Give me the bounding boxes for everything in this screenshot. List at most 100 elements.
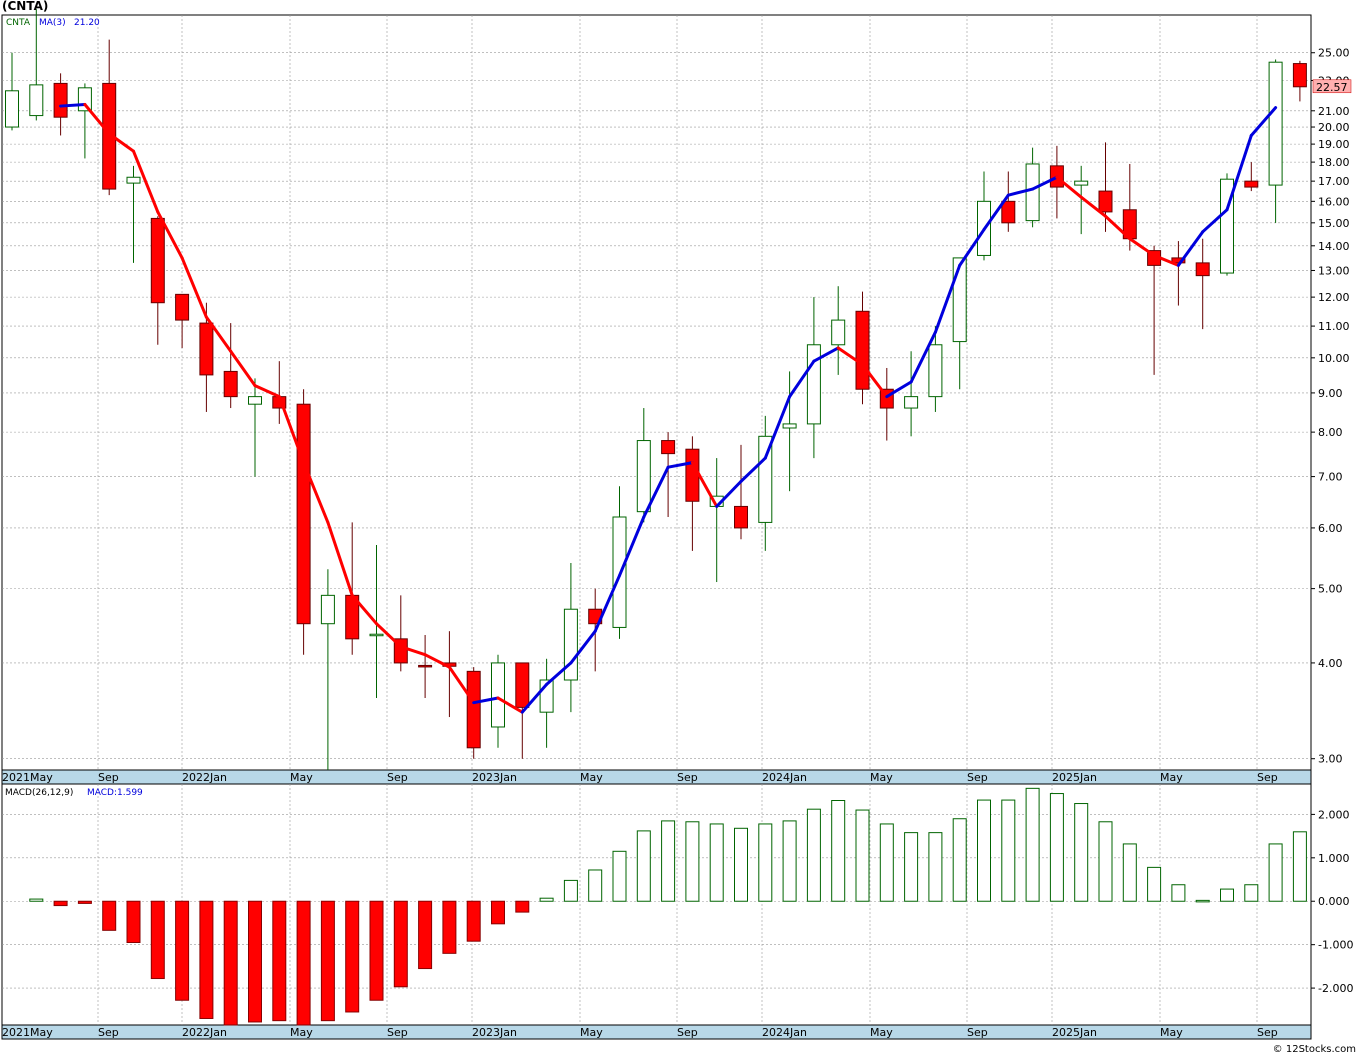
candle-body	[296, 403, 311, 625]
ma-segment	[59, 103, 87, 108]
macd-bar-positive	[1001, 799, 1016, 902]
macd-y-axis: 2.000 1.000 0.000 -1.000 -2.000	[1311, 808, 1353, 995]
ma-segment	[83, 103, 111, 136]
candle-body	[515, 662, 530, 708]
macd-bar-negative	[150, 900, 165, 980]
ma-segment	[1225, 133, 1253, 212]
price-tick-label: 17.00	[1318, 175, 1350, 188]
moving-average-line	[59, 103, 1278, 714]
ma-segment	[958, 228, 986, 267]
macd-x-label: May	[580, 1026, 603, 1039]
candle-down	[150, 216, 165, 345]
macd-x-axis: 2021May Sep 2022Jan May Sep 2023Jan May Sep 2024…	[2, 1026, 1278, 1039]
macd-tick-label: 0.000	[1318, 895, 1350, 908]
candle-down	[199, 302, 214, 412]
ma-segment	[715, 479, 743, 508]
ma-segment	[399, 645, 427, 657]
macd-bar-positive	[1147, 866, 1162, 902]
candle-up	[952, 257, 967, 390]
candle-down	[296, 389, 311, 655]
candle-body	[1292, 63, 1307, 88]
ma-segment	[1128, 237, 1156, 257]
candle-body	[661, 440, 676, 455]
price-tick-label: 13.00	[1318, 264, 1350, 277]
macd-bar-positive	[685, 821, 700, 902]
price-tick-label: 16.00	[1318, 195, 1350, 208]
price-tick-label: 4.00	[1318, 657, 1343, 670]
macd-bar-negative	[345, 900, 360, 1013]
price-tick-label: 20.00	[1318, 121, 1350, 134]
macd-x-label: May	[1160, 1026, 1183, 1039]
candle-body	[223, 370, 238, 398]
ma-segment	[1055, 175, 1083, 199]
price-x-label: 2021May	[2, 771, 53, 784]
ma-segment	[1201, 208, 1229, 234]
ma-segment	[982, 193, 1010, 232]
macd-bar-positive	[1220, 888, 1234, 902]
macd-bar-negative	[442, 900, 457, 954]
price-x-label: May	[1160, 771, 1183, 784]
candle-up	[782, 371, 797, 492]
candle-body	[1001, 200, 1016, 224]
macd-bar-negative	[515, 900, 530, 913]
macd-bar-positive	[539, 897, 554, 902]
price-x-label: Sep	[967, 771, 988, 784]
macd-bar-positive	[977, 799, 991, 902]
candle-down	[515, 662, 530, 759]
candle-down	[734, 444, 748, 540]
candle-up	[563, 562, 578, 713]
macd-bar-negative	[248, 900, 262, 1023]
price-x-label: 2024Jan	[762, 771, 807, 784]
price-tick-label: 11.00	[1318, 320, 1350, 333]
candles	[5, 9, 1307, 770]
ma-segment	[520, 682, 549, 714]
candle-up	[1220, 173, 1234, 276]
last-price-marker: 22.57	[1312, 79, 1352, 94]
macd-bar-positive	[904, 832, 919, 902]
ma-segment	[1079, 195, 1107, 218]
candle-body	[1074, 180, 1089, 186]
price-y-axis: 3.00 4.00 5.00 6.00 7.00 8.00 9.00 10.00 11.00 12…	[1311, 47, 1350, 766]
macd-x-label: Sep	[677, 1026, 698, 1039]
price-tick-label: 5.00	[1318, 583, 1343, 596]
candle-body	[248, 396, 262, 405]
price-x-label: Sep	[387, 771, 408, 784]
macd-bar-positive	[636, 830, 651, 902]
price-tick-label: 18.00	[1318, 156, 1350, 169]
candle-body	[1268, 61, 1283, 186]
last-price-label: 22.57	[1316, 81, 1348, 94]
macd-bar-negative	[102, 900, 117, 931]
macd-bar-positive	[563, 879, 578, 902]
macd-bars	[29, 787, 1307, 1026]
ma-segment	[350, 593, 378, 626]
price-tick-label: 8.00	[1318, 426, 1343, 439]
price-tick-label: 19.00	[1318, 138, 1350, 151]
ma-segment	[277, 395, 306, 465]
price-tick-label: 14.00	[1318, 240, 1350, 253]
ma-segment	[132, 149, 160, 214]
candle-body	[150, 217, 165, 304]
candle-body	[855, 310, 870, 390]
candle-body	[53, 82, 68, 118]
macd-x-label: May	[290, 1026, 313, 1039]
macd-x-label: May	[870, 1026, 893, 1039]
macd-bar-positive	[29, 898, 44, 902]
candle-down	[1001, 171, 1016, 232]
candle-up	[29, 9, 44, 121]
macd-bar-positive	[928, 832, 943, 902]
macd-x-label: 2022Jan	[182, 1026, 227, 1039]
macd-bar-negative	[369, 900, 384, 1001]
macd-bar-positive	[855, 809, 870, 902]
candle-body	[952, 257, 967, 343]
candle-up	[126, 165, 141, 263]
macd-bar-positive	[588, 869, 603, 902]
chart-title: (CNTA)	[2, 0, 48, 13]
macd-x-label: 2023Jan	[472, 1026, 517, 1039]
macd-bar-positive	[612, 850, 627, 902]
candle-body	[320, 594, 335, 625]
macd-bar-negative	[126, 900, 141, 943]
ma-segment	[836, 346, 864, 367]
ma-segment	[763, 395, 792, 460]
candle-up	[1268, 59, 1283, 223]
